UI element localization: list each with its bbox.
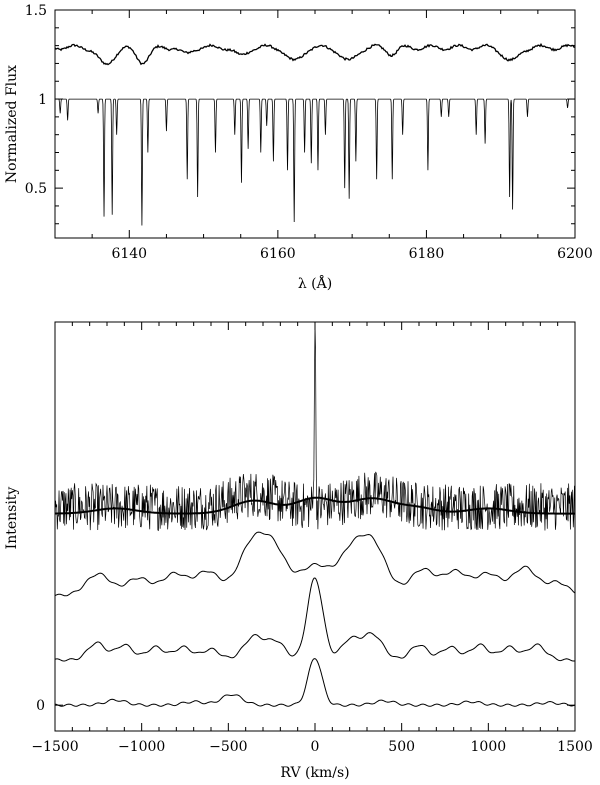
bottom-x-tick-label: 1500 xyxy=(557,739,593,755)
top-y-tick-label: 1.5 xyxy=(25,3,47,19)
top-y-axis-label: Normalized Flux xyxy=(4,65,20,183)
bottom-axis-ticks: −1500 −1000 −500 0 500 1000 1500 0 xyxy=(31,322,593,755)
top-y-tick-label: 0.5 xyxy=(25,181,47,197)
bottom-ccf-panel: −1500 −1000 −500 0 500 1000 1500 0 RV (km/s) In… xyxy=(4,321,593,781)
bottom-x-axis-label: RV (km/s) xyxy=(280,765,349,781)
bottom-x-tick-label: −500 xyxy=(209,739,247,755)
top-y-tick-label: 1 xyxy=(38,92,47,108)
top-spectrum-panel: 6140 6160 6180 6200 0.5 1 1.5 λ (Å) Normalized… xyxy=(4,3,593,292)
top-template-spectrum-line xyxy=(55,98,575,226)
bottom-x-tick-label: 500 xyxy=(388,739,415,755)
top-x-tick-label: 6160 xyxy=(260,246,296,262)
bottom-noisy-correlation-line xyxy=(54,321,576,532)
bottom-correlation-2-line xyxy=(54,531,576,597)
top-x-axis-label: λ (Å) xyxy=(298,274,332,292)
bottom-x-tick-label: −1000 xyxy=(118,739,165,755)
top-x-tick-label: 6180 xyxy=(409,246,445,262)
bottom-correlation-3-line xyxy=(54,577,576,662)
bottom-x-tick-label: 1000 xyxy=(471,739,507,755)
bottom-plot-frame xyxy=(54,321,576,732)
bottom-y-tick-label: 0 xyxy=(36,698,45,714)
top-series-group xyxy=(54,42,576,226)
bottom-x-tick-label: 0 xyxy=(311,739,320,755)
bottom-correlation-4-line xyxy=(54,658,576,707)
bottom-smoothed-correlation-line xyxy=(55,496,575,515)
top-observed-spectrum-line xyxy=(54,42,576,66)
bottom-y-axis-label: Intensity xyxy=(4,487,20,550)
top-x-tick-label: 6200 xyxy=(557,246,593,262)
bottom-x-tick-label: −1500 xyxy=(31,739,78,755)
top-plot-frame xyxy=(54,9,576,239)
bottom-series-group xyxy=(54,321,576,707)
top-axis-ticks: 6140 6160 6180 6200 0.5 1 1.5 xyxy=(25,3,593,262)
top-x-tick-label: 6140 xyxy=(111,246,147,262)
